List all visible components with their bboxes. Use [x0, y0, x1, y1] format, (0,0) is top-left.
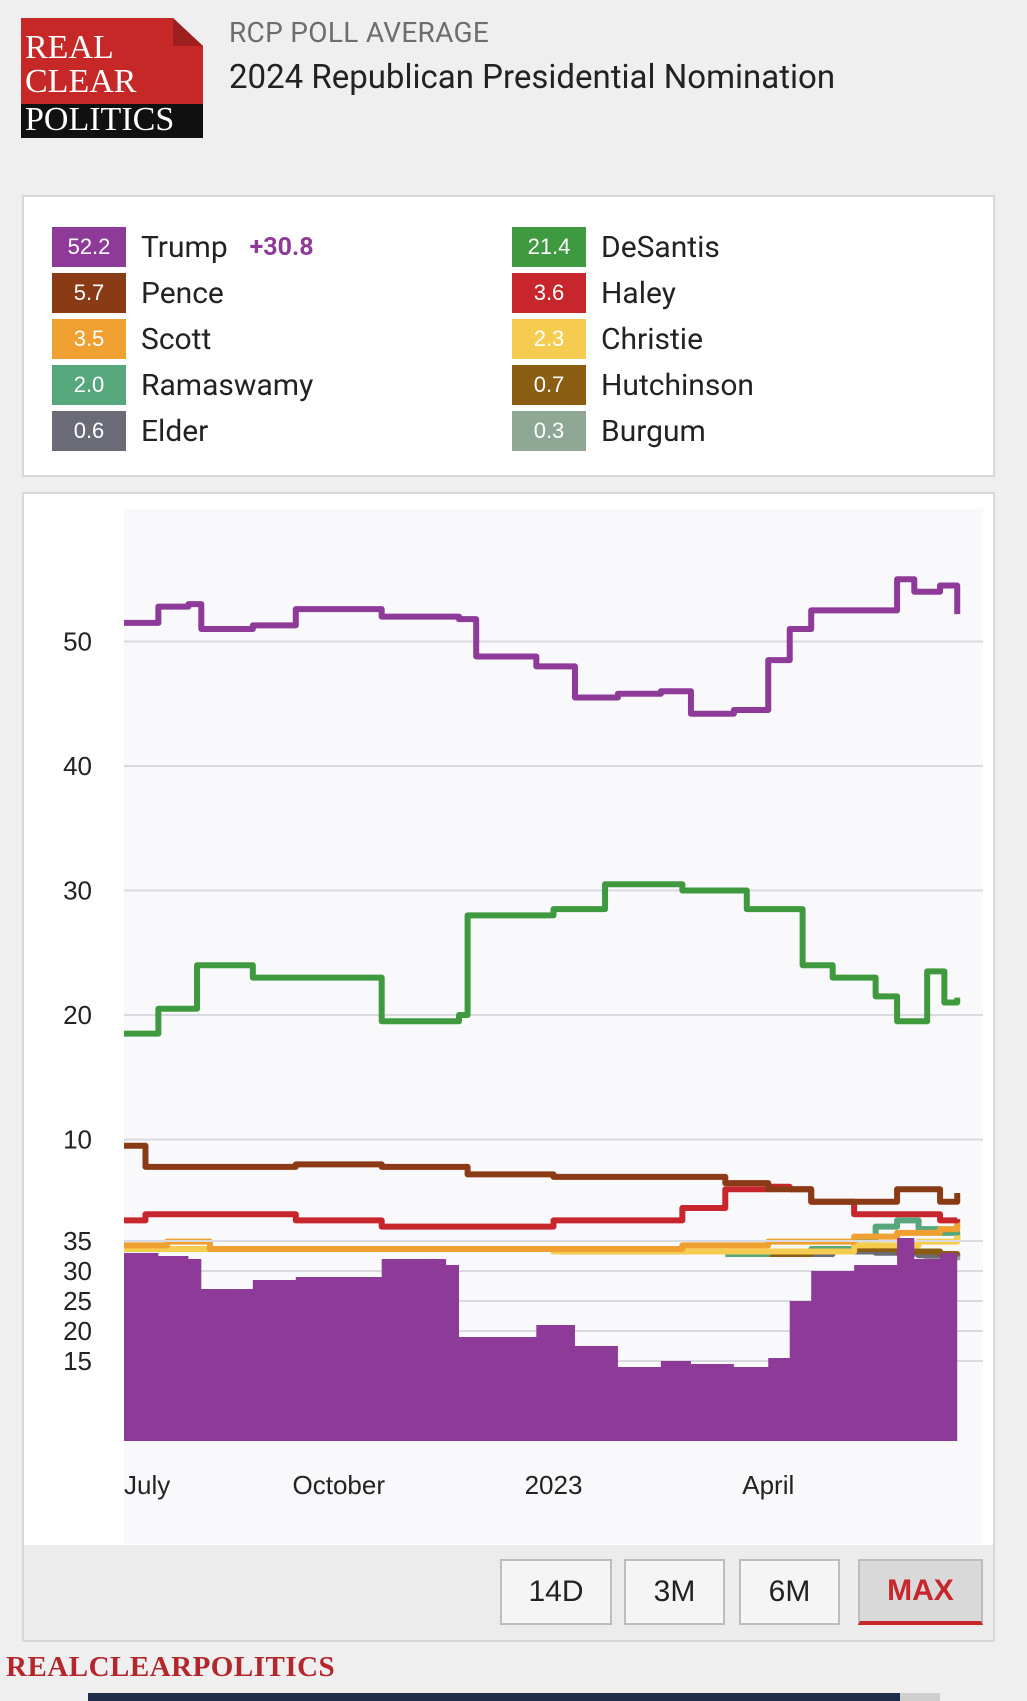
range-button-max[interactable]: MAX [858, 1559, 983, 1625]
series-line-pence[interactable] [124, 1142, 961, 1205]
legend-value-elder: 0.6 [52, 411, 126, 451]
legend-item-burgum[interactable]: 0.3 Burgum [512, 411, 706, 451]
legend-value-hutchinson: 0.7 [512, 365, 586, 405]
x-tick-label-july: July [124, 1470, 170, 1500]
y-tick-label-40: 40 [63, 751, 92, 781]
spread-area-layer[interactable] [124, 1238, 958, 1441]
legend-value-ramaswamy: 2.0 [52, 365, 126, 405]
legend-name-trump: Trump [141, 229, 228, 265]
logo-line-2: CLEAR [25, 63, 137, 100]
x-tick-label-october: October [293, 1470, 386, 1500]
legend-name-burgum: Burgum [601, 413, 706, 449]
legend-item-scott[interactable]: 3.5 Scott [52, 319, 211, 359]
y-tick-label-10: 10 [63, 1125, 92, 1155]
spread-tick-label-15: 15 [63, 1346, 92, 1376]
legend-name-ramaswamy: Ramaswamy [141, 367, 314, 403]
chart-panel: 10 20 30 40 50 15 20 25 30 35 July October 2023 Apr… [22, 492, 995, 1642]
rcp-logo[interactable]: REAL CLEAR POLITICS [21, 18, 203, 138]
y-tick-label-30: 30 [63, 876, 92, 906]
legend-value-pence: 5.7 [52, 273, 126, 313]
series-line-trump[interactable] [124, 576, 961, 717]
poll-average-label: RCP POLL AVERAGE [229, 16, 490, 49]
range-button-14d[interactable]: 14D [500, 1559, 612, 1625]
legend-value-burgum: 0.3 [512, 411, 586, 451]
page-title: 2024 Republican Presidential Nomination [229, 58, 836, 97]
main-y-axis: 10 20 30 40 50 [63, 627, 92, 1155]
legend-value-scott: 3.5 [52, 319, 126, 359]
spread-area[interactable] [124, 1238, 958, 1441]
spread-tick-label-35: 35 [63, 1226, 92, 1256]
legend-name-elder: Elder [141, 413, 209, 449]
legend-name-scott: Scott [141, 321, 212, 357]
logo-line-1: REAL [25, 29, 114, 66]
spread-tick-label-30: 30 [63, 1256, 92, 1286]
spread-tick-label-20: 20 [63, 1316, 92, 1346]
legend-name-haley: Haley [601, 275, 676, 311]
legend-item-christie[interactable]: 2.3 Christie [512, 319, 703, 359]
legend-item-pence[interactable]: 5.7 Pence [52, 273, 224, 313]
legend-value-christie: 2.3 [512, 319, 586, 359]
x-axis: July October 2023 April [124, 1470, 794, 1500]
footer-scrollbar [900, 1693, 940, 1701]
logo-line-3: POLITICS [25, 101, 174, 138]
spread-tick-label-25: 25 [63, 1286, 92, 1316]
x-tick-label-april: April [742, 1470, 794, 1500]
legend-item-hutchinson[interactable]: 0.7 Hutchinson [512, 365, 754, 405]
series-line-desantis[interactable] [124, 881, 961, 1037]
range-button-6m[interactable]: 6M [739, 1559, 840, 1625]
y-tick-label-20: 20 [63, 1000, 92, 1030]
legend-item-ramaswamy[interactable]: 2.0 Ramaswamy [52, 365, 313, 405]
legend-value-haley: 3.6 [512, 273, 586, 313]
legend: 52.2 Trump +30.8 21.4 DeSantis 5.7 Pence… [22, 195, 995, 477]
legend-name-hutchinson: Hutchinson [601, 367, 755, 403]
header: REAL CLEAR POLITICS RCP POLL AVERAGE 202… [0, 0, 1027, 180]
x-tick-label-2023: 2023 [525, 1470, 583, 1500]
range-button-3m[interactable]: 3M [624, 1559, 725, 1625]
legend-value-desantis: 21.4 [512, 227, 586, 267]
legend-item-haley[interactable]: 3.6 Haley [512, 273, 676, 313]
legend-item-desantis[interactable]: 21.4 DeSantis [512, 227, 720, 267]
footer-brand[interactable]: REALCLEARPOLITICS [6, 1651, 336, 1683]
legend-item-trump[interactable]: 52.2 Trump +30.8 [52, 227, 314, 267]
range-selector: 14D 3M 6M MAX [22, 1545, 995, 1642]
main-grid [124, 640, 983, 1141]
legend-item-elder[interactable]: 0.6 Elder [52, 411, 208, 451]
legend-name-desantis: DeSantis [601, 229, 720, 265]
y-tick-label-50: 50 [63, 627, 92, 657]
legend-value-trump: 52.2 [52, 227, 126, 267]
lead-spread: +30.8 [249, 232, 314, 262]
footer-banner [88, 1693, 938, 1701]
series-line-haley[interactable] [124, 1183, 961, 1230]
legend-name-christie: Christie [601, 321, 704, 357]
legend-name-pence: Pence [141, 275, 224, 311]
